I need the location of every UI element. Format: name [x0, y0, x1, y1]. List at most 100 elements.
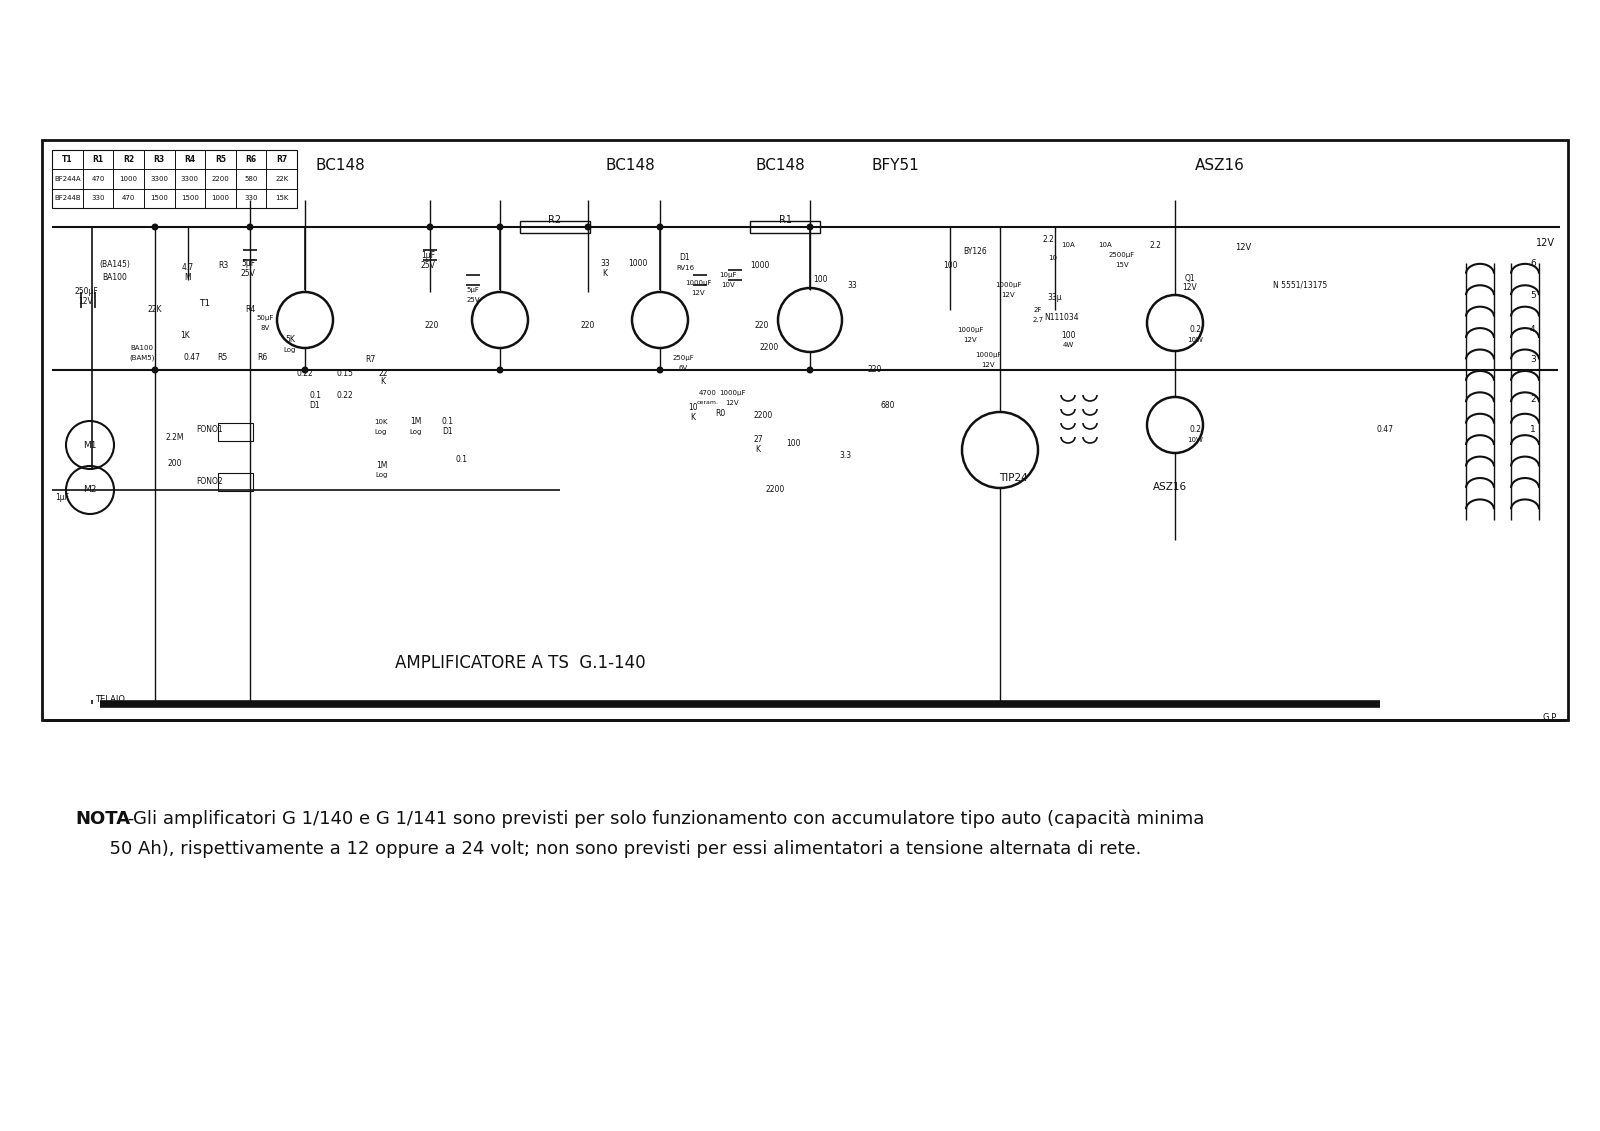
Text: 1000μF: 1000μF	[957, 327, 984, 333]
Text: R6: R6	[258, 353, 267, 362]
Text: 27: 27	[754, 435, 763, 444]
Text: 680: 680	[880, 400, 896, 409]
Text: (BAM5): (BAM5)	[130, 355, 155, 361]
Text: 10: 10	[1048, 254, 1058, 261]
Text: 100: 100	[942, 260, 957, 269]
Text: R3: R3	[218, 260, 229, 269]
Text: 0.1: 0.1	[309, 390, 322, 399]
Text: 1000μF: 1000μF	[974, 352, 1002, 359]
Circle shape	[806, 224, 813, 231]
Text: 22K: 22K	[275, 176, 288, 182]
Text: 1000μF: 1000μF	[685, 280, 712, 286]
Text: 330: 330	[91, 196, 104, 201]
Text: BA100: BA100	[102, 273, 128, 282]
Circle shape	[656, 366, 664, 373]
Text: 0.2: 0.2	[1189, 425, 1202, 434]
Text: 25V: 25V	[466, 297, 480, 303]
Text: M1: M1	[83, 440, 96, 449]
Text: 330: 330	[245, 196, 258, 201]
Text: 3.3: 3.3	[838, 450, 851, 459]
Text: R5: R5	[218, 353, 227, 362]
Text: BA100: BA100	[131, 345, 154, 351]
Text: 10W: 10W	[1187, 437, 1203, 443]
Text: Log: Log	[376, 472, 389, 478]
Text: N111034: N111034	[1045, 313, 1080, 322]
Text: R1: R1	[93, 155, 104, 164]
Text: 200: 200	[168, 458, 182, 467]
Text: FONO2: FONO2	[197, 477, 224, 486]
Text: D1: D1	[680, 253, 690, 262]
Circle shape	[152, 366, 158, 373]
Text: 2500μF: 2500μF	[1109, 252, 1134, 258]
Text: BFY51: BFY51	[870, 157, 918, 173]
Circle shape	[496, 366, 504, 373]
Text: 0.22: 0.22	[336, 390, 354, 399]
Text: 12V: 12V	[78, 297, 93, 307]
Circle shape	[656, 224, 664, 231]
Text: T1: T1	[62, 155, 72, 164]
Text: 2.2: 2.2	[1149, 241, 1162, 250]
Text: 1000: 1000	[211, 196, 229, 201]
Text: 10: 10	[688, 404, 698, 413]
Text: 33μ: 33μ	[1048, 294, 1062, 302]
Text: 5: 5	[1530, 291, 1536, 300]
Text: Log: Log	[410, 429, 422, 435]
Text: R3: R3	[154, 155, 165, 164]
Text: ASZ16: ASZ16	[1154, 482, 1187, 492]
Text: 2.2M: 2.2M	[166, 433, 184, 442]
Text: Q1: Q1	[1184, 274, 1195, 283]
Text: BC148: BC148	[605, 157, 654, 173]
Text: 1500: 1500	[181, 196, 198, 201]
Text: FONO1: FONO1	[197, 425, 224, 434]
Text: K: K	[755, 446, 760, 455]
Text: 470: 470	[91, 176, 104, 182]
Text: 33: 33	[600, 259, 610, 268]
Text: 0.15: 0.15	[336, 370, 354, 379]
Text: -: -	[122, 810, 134, 828]
Text: 1000μF: 1000μF	[718, 390, 746, 396]
Text: RV16: RV16	[675, 265, 694, 271]
Text: 1000: 1000	[629, 259, 648, 268]
Text: 2200: 2200	[765, 485, 784, 494]
Text: AMPLIFICATORE A TS  G.1-140: AMPLIFICATORE A TS G.1-140	[395, 654, 645, 672]
Text: D1: D1	[310, 400, 320, 409]
Text: 4.7: 4.7	[182, 264, 194, 273]
Text: 0.47: 0.47	[1376, 425, 1394, 434]
Text: BC148: BC148	[315, 157, 365, 173]
Text: BY126: BY126	[963, 248, 987, 257]
Text: 15V: 15V	[1115, 262, 1130, 268]
Text: 3300: 3300	[181, 176, 198, 182]
Text: 12V: 12V	[963, 337, 978, 343]
Text: R2: R2	[123, 155, 134, 164]
Text: 250μF: 250μF	[74, 287, 98, 296]
Text: 1: 1	[1530, 425, 1536, 434]
Bar	[218, 423, 253, 441]
Text: D1: D1	[443, 428, 453, 437]
Circle shape	[301, 366, 309, 373]
Text: 1500: 1500	[150, 196, 168, 201]
Text: R1: R1	[779, 215, 792, 225]
Text: ceram.: ceram.	[698, 400, 718, 406]
Text: 5μF: 5μF	[242, 259, 254, 268]
Text: BC148: BC148	[755, 157, 805, 173]
Text: G.P.: G.P.	[1542, 714, 1558, 723]
Circle shape	[246, 224, 253, 231]
Text: K: K	[381, 378, 386, 387]
Text: R4: R4	[245, 305, 254, 314]
Text: 100: 100	[786, 439, 800, 448]
Text: 6V: 6V	[678, 365, 688, 371]
Text: R7: R7	[277, 155, 288, 164]
Text: TELAJO: TELAJO	[94, 696, 125, 705]
Text: 1000μF: 1000μF	[995, 282, 1021, 288]
Text: 12V: 12V	[1002, 292, 1014, 297]
Text: BF244B: BF244B	[54, 196, 80, 201]
Text: 1μF: 1μF	[54, 492, 69, 501]
Text: R0: R0	[715, 408, 725, 417]
Text: 12V: 12V	[1182, 284, 1197, 293]
Text: 4700: 4700	[699, 390, 717, 396]
Text: R2: R2	[549, 215, 562, 225]
Text: 0.2: 0.2	[1189, 326, 1202, 335]
Text: 12V: 12V	[1235, 242, 1251, 251]
Text: 25V: 25V	[421, 260, 435, 269]
Circle shape	[806, 366, 813, 373]
